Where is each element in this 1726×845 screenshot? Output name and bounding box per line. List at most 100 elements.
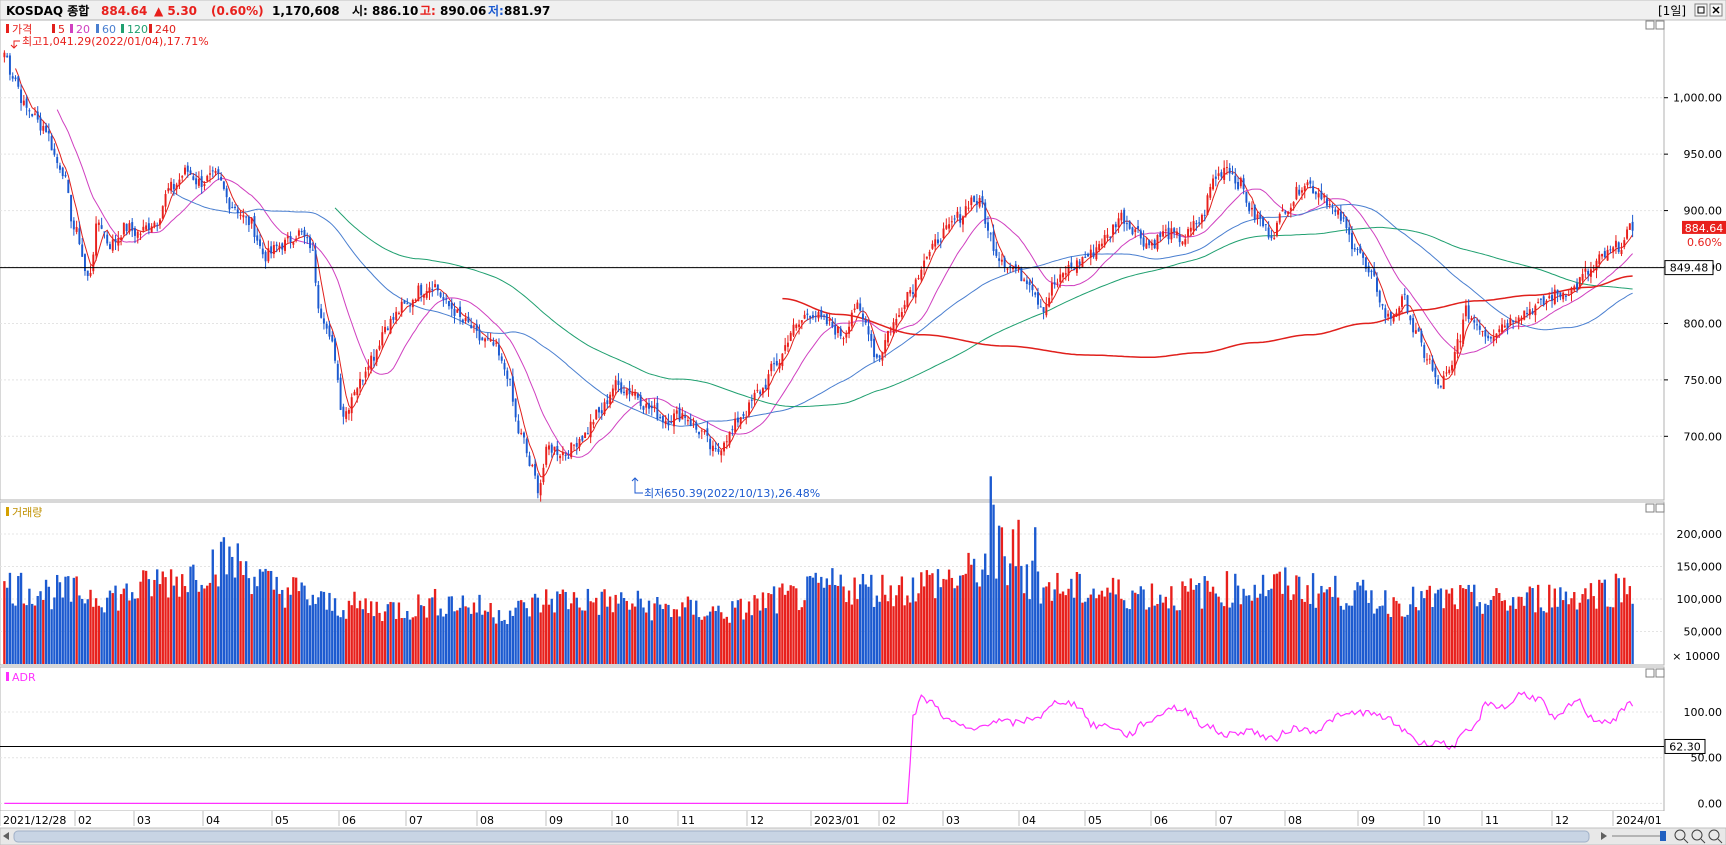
- candle-body: [675, 410, 678, 414]
- volume-bar: [964, 573, 967, 664]
- volume-bar: [150, 596, 153, 664]
- candle-body: [1623, 240, 1626, 247]
- candle-body: [586, 433, 589, 435]
- candle-body: [331, 334, 334, 342]
- volume-bar: [222, 537, 226, 664]
- volume-bar: [1128, 609, 1131, 664]
- candle-body: [1503, 325, 1506, 328]
- volume-bar: [731, 601, 734, 664]
- zoom-in-icon[interactable]: [1674, 829, 1689, 844]
- candle-body: [109, 244, 111, 250]
- volume-bar: [647, 600, 651, 664]
- candle-body: [820, 309, 823, 318]
- restore-icon[interactable]: [1694, 3, 1708, 17]
- scroll-left-icon[interactable]: [3, 832, 9, 840]
- volume-bar: [881, 574, 884, 664]
- volume-bar: [870, 574, 873, 664]
- adr-panel-minimize-icon[interactable]: [1645, 668, 1665, 678]
- scrollbar-thumb[interactable]: [13, 830, 1590, 843]
- candle-body: [1628, 223, 1631, 230]
- candle-body: [1120, 212, 1123, 221]
- volume-bar: [1092, 588, 1095, 664]
- volume-bar: [1489, 599, 1493, 664]
- candle-body: [617, 380, 620, 385]
- candle-body: [692, 423, 695, 425]
- volume-bar: [1531, 588, 1534, 664]
- candle-body: [1200, 214, 1203, 223]
- volume-bar: [828, 584, 831, 664]
- price-tick-label: 900.00: [1684, 205, 1723, 218]
- volume-bar: [925, 570, 929, 664]
- volume-bar: [342, 610, 345, 664]
- candle-body: [795, 324, 798, 328]
- candle-body: [1295, 186, 1298, 200]
- horizontal-scrollbar[interactable]: [0, 827, 1726, 845]
- candle-body: [1506, 323, 1509, 329]
- candle-body: [1270, 235, 1273, 239]
- candle-body: [1034, 292, 1037, 295]
- candle-body: [1137, 226, 1140, 229]
- volume-bar: [1197, 582, 1201, 664]
- x-tick-label: 07: [409, 814, 423, 827]
- candle-body: [1012, 267, 1014, 270]
- candle-body: [542, 467, 545, 483]
- zoom-out-icon[interactable]: [1691, 829, 1706, 844]
- volume-bar: [803, 600, 806, 664]
- volume-bar: [545, 589, 548, 664]
- volume-bar: [1056, 572, 1059, 664]
- period-selector[interactable]: [1일]: [1658, 4, 1686, 18]
- volume-bar: [528, 616, 531, 664]
- volume-bar: [1417, 610, 1420, 664]
- candle-body: [314, 250, 317, 283]
- candle-body: [372, 356, 375, 361]
- volume-panel-minimize-icon[interactable]: [1645, 503, 1665, 513]
- volume-bar: [611, 612, 615, 664]
- volume-bar: [872, 606, 876, 664]
- adr-tick-label: 100.00: [1684, 706, 1723, 719]
- volume-bar: [131, 592, 134, 664]
- volume-bar: [900, 576, 904, 664]
- volume-bar: [1398, 603, 1401, 664]
- candle-body: [531, 464, 534, 467]
- candle-body: [95, 223, 98, 256]
- candle-body: [292, 242, 295, 245]
- volume-bar: [772, 586, 776, 664]
- volume-bar: [1250, 600, 1254, 664]
- volume-bar: [1578, 602, 1581, 664]
- volume-bar: [825, 578, 829, 664]
- candle-body: [3, 52, 6, 58]
- candle-body: [1037, 292, 1039, 305]
- volume-bar: [842, 586, 845, 664]
- candle-body: [209, 173, 211, 175]
- scroll-right-icon[interactable]: [1601, 832, 1607, 840]
- close-icon[interactable]: [1709, 3, 1723, 17]
- candle-body: [1259, 214, 1262, 219]
- candle-body: [28, 110, 31, 112]
- zoom-reset-icon[interactable]: [1708, 829, 1723, 844]
- candle-body: [1070, 262, 1073, 268]
- candle-body: [661, 416, 664, 423]
- high-annotation: 최고1,041.29(2022/01/04),17.71%: [10, 35, 209, 49]
- candle-body: [442, 297, 445, 301]
- price-ref-label: 849.48: [1670, 262, 1709, 275]
- volume-bar: [711, 606, 715, 664]
- candle-body: [453, 308, 456, 316]
- volume-bar: [1345, 603, 1348, 664]
- candle-body: [309, 236, 312, 249]
- x-tick-label: 05: [1088, 814, 1102, 827]
- candle-body: [234, 206, 236, 209]
- candle-body: [11, 76, 14, 79]
- zoom-slider[interactable]: [1612, 831, 1666, 841]
- candle-body: [1028, 281, 1031, 286]
- volume-bar: [311, 594, 314, 664]
- candle-body: [1306, 182, 1309, 186]
- adr-tick-label: 50.00: [1691, 752, 1723, 765]
- candle-body: [175, 184, 178, 190]
- candle-body: [873, 338, 876, 357]
- volume-bar: [775, 613, 779, 664]
- candle-body: [178, 179, 181, 186]
- candle-body: [1098, 244, 1101, 250]
- panel-minimize-icon[interactable]: [1645, 20, 1665, 30]
- candle-body: [861, 313, 864, 320]
- volume-bar: [1470, 591, 1473, 664]
